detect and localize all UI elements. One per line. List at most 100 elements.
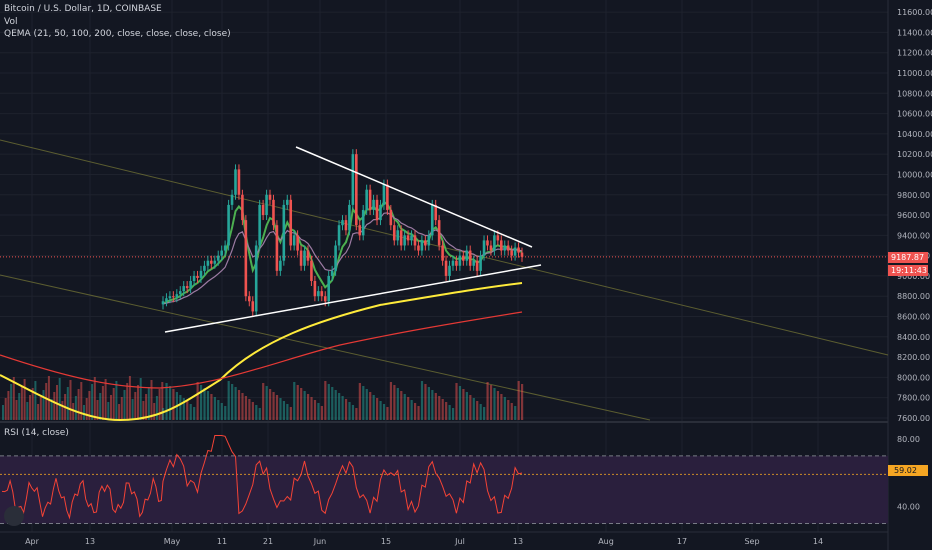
rsi-tick-label: 80.00 [897, 435, 920, 444]
volume-bar [210, 394, 212, 420]
volume-bar [162, 408, 164, 420]
volume-bar [445, 402, 447, 420]
candle-body [510, 251, 513, 256]
volume-bar [262, 383, 264, 420]
volume-bar [269, 389, 271, 420]
y-tick-label: 10800.00 [897, 89, 932, 98]
candle-body [320, 291, 323, 296]
x-tick-label: Jul [454, 537, 465, 546]
symbol-legend[interactable]: Bitcoin / U.S. Dollar, 1D, COINBASE [4, 4, 162, 14]
volume-bar [255, 405, 257, 420]
volume-bar [91, 384, 93, 420]
volume-bar [317, 403, 319, 420]
volume-bar [393, 385, 395, 420]
candle-body [517, 248, 520, 253]
volume-bar [110, 395, 112, 420]
y-tick-label: 10200.00 [897, 150, 932, 159]
volume-bar [459, 386, 461, 420]
candle-body [165, 298, 168, 301]
y-tick-label: 11600.00 [897, 8, 932, 17]
volume-bar [18, 393, 20, 420]
volume-bar [283, 401, 285, 420]
volume-bar [518, 381, 520, 420]
candle-body [521, 253, 524, 257]
volume-bar [455, 383, 457, 420]
volume-bar [511, 403, 513, 420]
ma-legend[interactable]: QEMA (21, 50, 100, 200, close, close, cl… [4, 29, 231, 39]
volume-bar [134, 392, 136, 420]
candle-body [497, 235, 500, 240]
candle-body [210, 261, 213, 264]
volume-bar [115, 381, 117, 420]
volume-bar [304, 391, 306, 420]
y-tick-label: 10000.00 [897, 170, 932, 179]
volume-bar [53, 392, 55, 420]
candle-body [393, 225, 396, 240]
volume-bar [473, 398, 475, 420]
volume-bar [297, 385, 299, 420]
volume-bar [373, 395, 375, 420]
volume-bar [307, 394, 309, 420]
candle-body [314, 281, 317, 296]
volume-bar [435, 393, 437, 420]
volume-bar [293, 382, 295, 420]
candle-body [400, 230, 403, 245]
candle-body [196, 276, 199, 278]
candle-body [345, 220, 348, 230]
candle-body [300, 251, 303, 266]
candle-body [189, 281, 192, 288]
candle-body [410, 235, 413, 240]
volume-bar [310, 397, 312, 420]
candle-body [248, 296, 251, 301]
volume-bar [99, 393, 101, 420]
candle-body [269, 195, 272, 200]
candle-body [231, 195, 234, 205]
volume-bar [43, 390, 45, 420]
candle-body [213, 261, 216, 264]
y-tick-label: 8800.00 [897, 292, 930, 301]
volume-bar [124, 390, 126, 420]
volume-bar [248, 399, 250, 420]
candle-body [507, 245, 510, 250]
y-tick-label: 7800.00 [897, 394, 930, 403]
candle-body [227, 205, 230, 246]
x-tick-label: 11 [217, 537, 227, 546]
candle-body [414, 235, 417, 245]
volume-bar [359, 383, 361, 420]
volume-bar [321, 406, 323, 420]
y-tick-label: 7600.00 [897, 414, 930, 423]
candle-body [283, 205, 286, 261]
tradingview-logo-icon[interactable] [4, 506, 24, 526]
candle-body [362, 210, 365, 235]
volume-legend[interactable]: Vol [4, 17, 17, 27]
volume-bar [217, 400, 219, 420]
volume-bar [186, 401, 188, 420]
candle-body [493, 235, 496, 250]
volume-bar [348, 402, 350, 420]
x-tick-label: Sep [744, 537, 759, 546]
candle-body [241, 195, 244, 220]
rsi-legend[interactable]: RSI (14, close) [4, 428, 69, 438]
y-tick-label: 8600.00 [897, 313, 930, 322]
candle-body [376, 200, 379, 220]
volume-bar [421, 381, 423, 420]
volume-bar [276, 395, 278, 420]
candle-body [234, 169, 237, 194]
volume-bar [497, 391, 499, 420]
volume-bar [45, 383, 47, 420]
volume-bar [129, 376, 131, 420]
volume-bar [324, 381, 326, 420]
candle-body [445, 261, 448, 276]
candle-body [448, 266, 451, 276]
volume-bar [83, 405, 85, 420]
candle-body [355, 154, 358, 225]
volume-bar [16, 400, 18, 420]
candle-body [396, 230, 399, 240]
rsi-value-tag: 59.02 [888, 465, 928, 476]
volume-bar [241, 393, 243, 420]
volume-bar [245, 396, 247, 420]
candle-body [176, 294, 179, 297]
candle-body [469, 251, 472, 266]
